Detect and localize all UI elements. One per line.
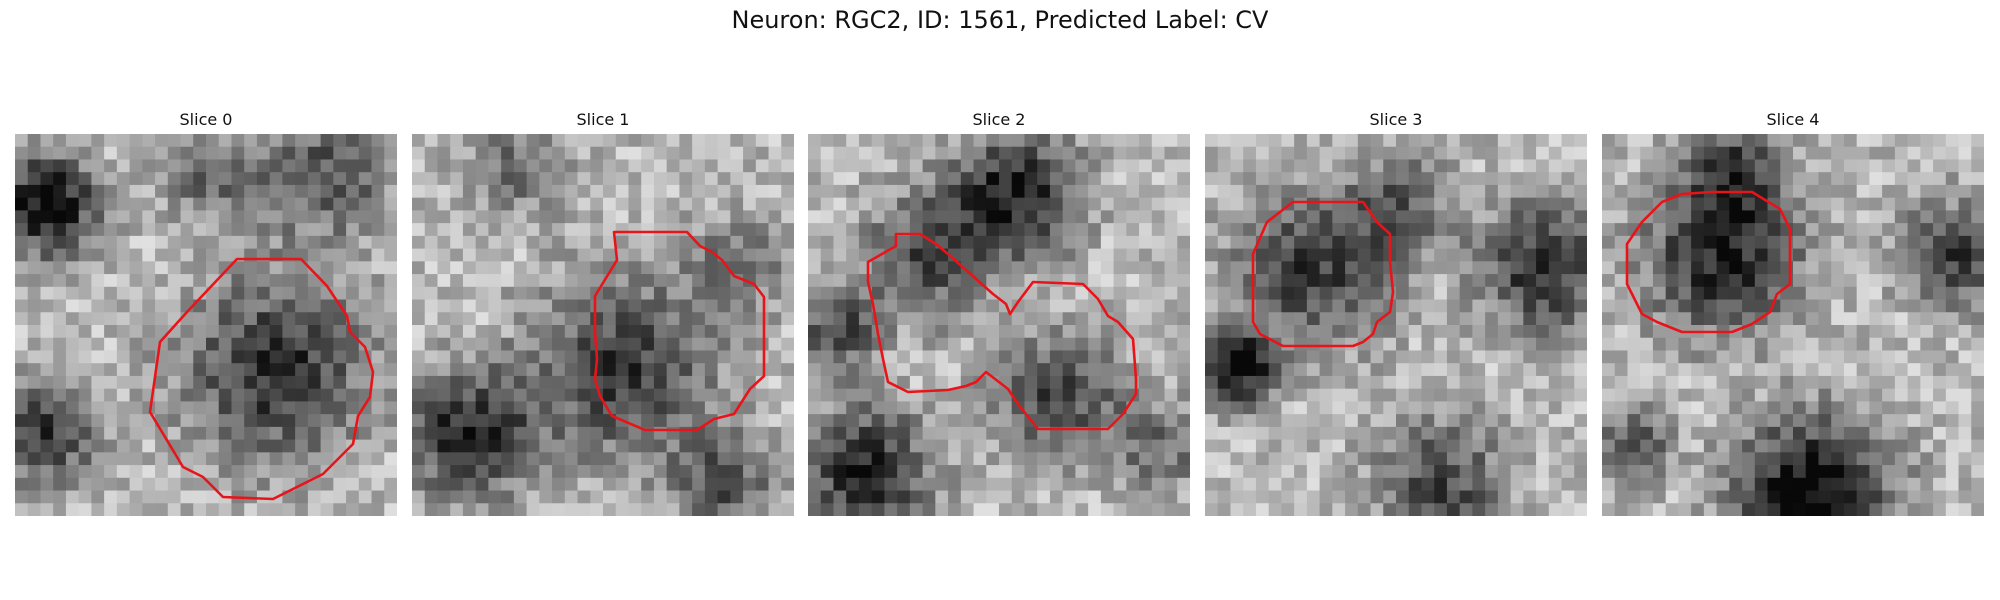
cell-contour-2 <box>866 232 1138 431</box>
cell-contour-3 <box>1251 200 1395 348</box>
slice-image-0 <box>15 134 397 516</box>
slice-image-3 <box>1205 134 1587 516</box>
figure-title: Neuron: RGC2, ID: 1561, Predicted Label:… <box>731 6 1269 34</box>
grayscale-patch-2 <box>808 134 1190 516</box>
slice-title-2: Slice 2 <box>972 110 1026 129</box>
grayscale-patch-0 <box>15 134 397 516</box>
slice-panel-1: Slice 1 <box>412 108 794 516</box>
slice-title-0: Slice 0 <box>179 110 233 129</box>
grayscale-patch-1 <box>412 134 794 516</box>
slice-image-4 <box>1602 134 1984 516</box>
cell-contour-0 <box>148 257 375 501</box>
grayscale-patch-3 <box>1205 134 1587 516</box>
cell-contour-1 <box>593 230 766 432</box>
slice-image-2 <box>808 134 1190 516</box>
slice-image-1 <box>412 134 794 516</box>
grayscale-patch-4 <box>1602 134 1984 516</box>
slice-panel-2: Slice 2 <box>808 108 1190 516</box>
slice-title-4: Slice 4 <box>1766 110 1820 129</box>
slice-title-1: Slice 1 <box>576 110 630 129</box>
cell-contour-4 <box>1625 190 1792 334</box>
slice-panel-4: Slice 4 <box>1602 108 1984 516</box>
slice-panel-3: Slice 3 <box>1205 108 1587 516</box>
slice-panel-0: Slice 0 <box>15 108 397 516</box>
slice-title-3: Slice 3 <box>1369 110 1423 129</box>
